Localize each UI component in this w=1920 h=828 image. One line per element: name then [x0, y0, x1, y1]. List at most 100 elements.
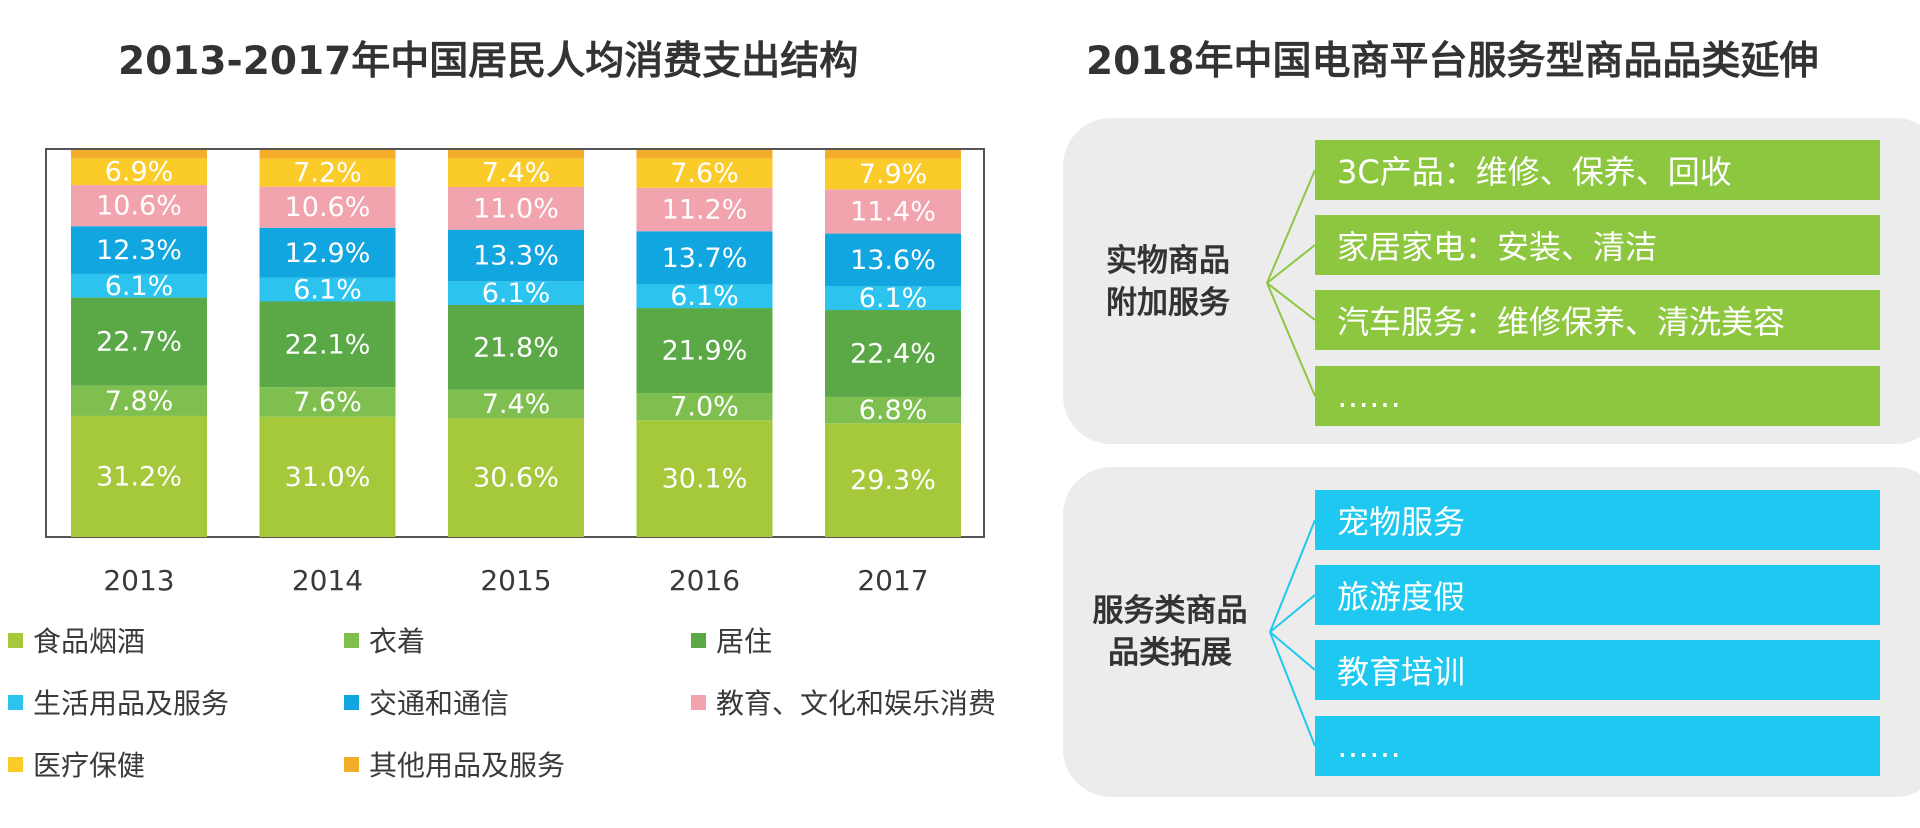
physical-item-auto: 汽车服务：维修保养、清洗美容 [1315, 290, 1880, 350]
bar-segment [448, 229, 584, 282]
legend-label: 其他用品及服务 [369, 749, 566, 782]
data-label: 6.8% [859, 395, 928, 426]
bar-segment [71, 415, 207, 537]
bar-segment [448, 281, 584, 305]
data-label: 7.4% [482, 158, 551, 189]
data-label: 13.3% [473, 241, 559, 272]
connector-line [1266, 282, 1316, 321]
bar-segment [448, 418, 584, 537]
legend-swatch [344, 756, 359, 772]
data-label: 7.0% [670, 392, 739, 423]
data-label: 11.4% [850, 196, 936, 227]
data-label: 30.1% [662, 464, 748, 495]
bar-segment [71, 158, 207, 186]
data-label: 6.1% [293, 275, 362, 306]
group-label-service: 服务类商品 品类拓展 [1092, 593, 1248, 671]
data-label: 7.8% [105, 386, 174, 417]
bar-segment [448, 304, 584, 390]
bar-segment [71, 185, 207, 227]
x-tick-label: 2013 [103, 564, 174, 597]
connector-line [1269, 631, 1316, 671]
bar-segment [636, 158, 773, 188]
bar-segment [71, 385, 207, 416]
bar-segment [71, 273, 207, 298]
data-label: 13.6% [850, 245, 936, 276]
bar-segment [825, 310, 961, 397]
data-label: 31.0% [285, 462, 371, 493]
connector-line [1269, 519, 1316, 633]
bar-segment [636, 420, 773, 537]
legend-swatch [691, 632, 706, 648]
data-label: 30.6% [473, 463, 559, 494]
service-item-pet: 宠物服务 [1315, 490, 1880, 550]
data-label: 13.7% [662, 243, 748, 274]
bar-segment [259, 150, 396, 159]
bar-segment [825, 189, 961, 234]
connector-line [1266, 169, 1316, 284]
legend-swatch [8, 632, 23, 648]
bar-segment [259, 301, 396, 388]
bar-segment [825, 158, 961, 190]
legend-swatch [691, 694, 706, 710]
bar-segment [71, 226, 207, 274]
data-label: 11.0% [473, 193, 559, 224]
legend-swatch [344, 632, 359, 648]
bar-segment [71, 297, 207, 386]
data-label: 22.1% [285, 329, 371, 360]
legend-item: 衣着 [344, 620, 425, 660]
data-label: 7.6% [293, 387, 362, 418]
bar-segment [825, 150, 961, 159]
data-label: 12.9% [285, 238, 371, 269]
connector-line [1266, 282, 1316, 397]
data-label: 22.7% [96, 327, 182, 358]
data-label: 21.8% [473, 332, 559, 363]
physical-item-more: …… [1315, 366, 1880, 426]
legend-item: 生活用品及服务 [8, 682, 229, 722]
legend-item: 交通和通信 [344, 682, 509, 722]
data-label: 6.1% [670, 281, 739, 312]
bar-segment [448, 158, 584, 188]
data-label: 7.4% [482, 389, 551, 420]
x-tick-label: 2017 [857, 564, 928, 597]
legend-swatch [344, 694, 359, 710]
physical-item-home-appliance: 家居家电：安装、清洁 [1315, 215, 1880, 275]
legend-label: 食品烟酒 [33, 625, 146, 658]
data-label: 6.1% [859, 283, 928, 314]
bar-segment [448, 187, 584, 230]
data-label: 10.6% [96, 191, 182, 222]
data-label: 7.2% [293, 158, 362, 189]
data-label: 7.9% [859, 159, 928, 190]
bar-segment [259, 158, 396, 187]
bar-segment [825, 286, 961, 311]
data-label: 10.6% [285, 192, 371, 223]
bar-segment [636, 308, 773, 394]
data-label: 6.1% [105, 271, 174, 302]
bar-segment [825, 396, 961, 424]
connector-line [1269, 631, 1316, 747]
legend-item: 教育、文化和娱乐消费 [691, 682, 996, 722]
service-item-more: …… [1315, 716, 1880, 776]
legend-swatch [8, 694, 23, 710]
legend-label: 教育、文化和娱乐消费 [716, 687, 997, 720]
legend-item: 食品烟酒 [8, 620, 145, 660]
bar-segment [636, 231, 773, 285]
data-label: 22.4% [850, 338, 936, 369]
legend-item: 居住 [691, 620, 772, 660]
legend-swatch [8, 756, 23, 772]
connector-line [1266, 244, 1316, 284]
category-extension-title: 2018年中国电商平台服务型商品品类延伸 [1086, 39, 1819, 84]
service-item-travel: 旅游度假 [1315, 565, 1880, 625]
data-label: 6.9% [105, 157, 174, 188]
data-label: 12.3% [96, 235, 182, 266]
bar-segment [259, 416, 396, 537]
data-label: 31.2% [96, 461, 182, 492]
x-tick-label: 2015 [480, 564, 551, 597]
legend-label: 医疗保健 [33, 749, 146, 782]
bar-segment [448, 389, 584, 419]
legend-label: 交通和通信 [369, 687, 510, 720]
bar-segment [448, 150, 584, 159]
bar-segment [636, 150, 773, 159]
bar-segment [636, 187, 773, 232]
service-item-education: 教育培训 [1315, 640, 1880, 700]
